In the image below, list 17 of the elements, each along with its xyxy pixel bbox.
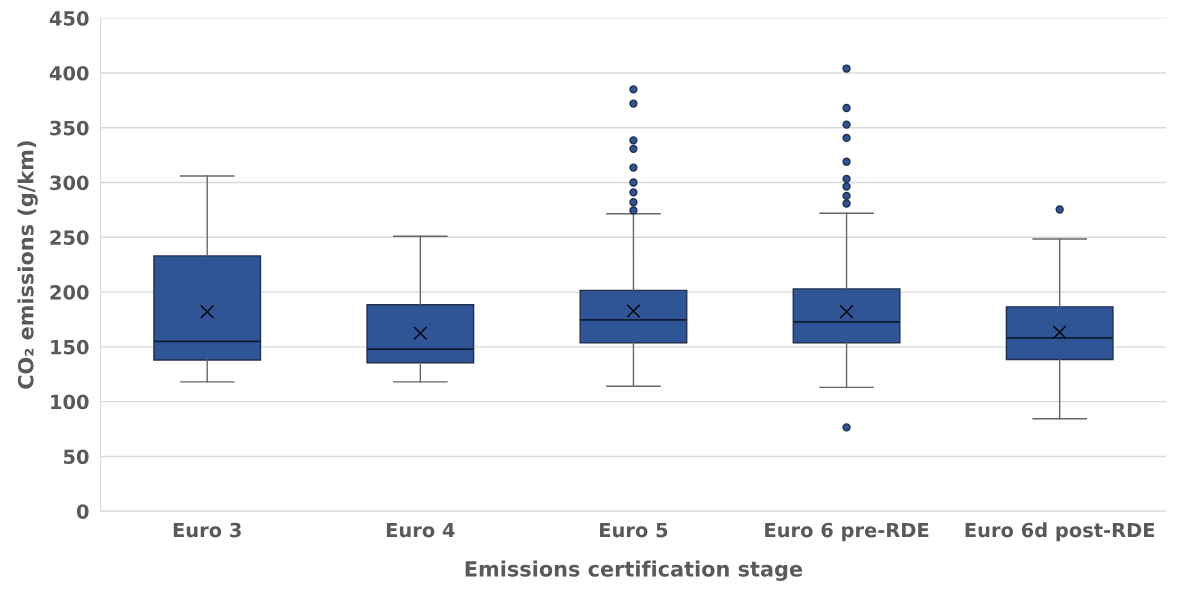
x-tick-label: Euro 6d post-RDE [965,522,1155,542]
y-tick-label: 0 [76,504,89,519]
y-tick-label: 400 [49,65,89,81]
y-tick-label: 250 [50,230,89,245]
y-tick-label: 350 [50,120,89,136]
y-tick-label: 50 [63,449,89,465]
x-axis-title: Emissions certification stage [465,560,803,581]
x-tick-label: Euro 4 [386,522,455,538]
y-tick-label: 200 [50,285,89,300]
x-tick-label: Euro 3 [173,522,241,538]
y-tick-label: 300 [50,175,89,191]
y-axis-title: CO₂ emissions (g/km) [17,141,38,389]
y-tick-label: 150 [51,339,89,355]
x-tick-label: Euro 6 pre-RDE [765,522,929,542]
x-tick-label: Euro 5 [600,522,668,538]
y-tick-label: 100 [51,394,89,410]
y-tick-label: 450 [49,11,89,26]
